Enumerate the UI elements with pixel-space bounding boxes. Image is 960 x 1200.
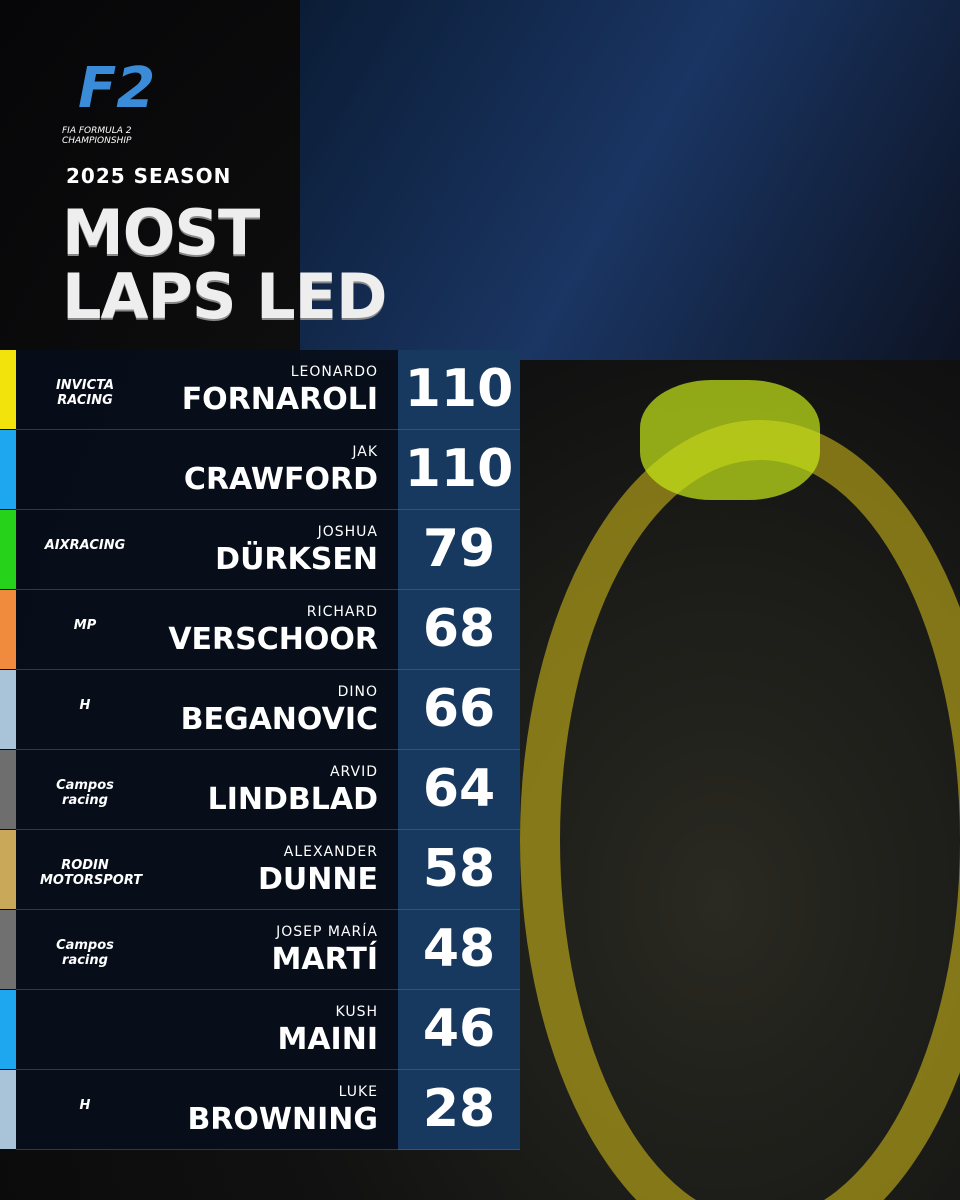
- first-name: DINO: [337, 684, 378, 700]
- first-name: ALEXANDER: [283, 844, 378, 860]
- table-row: Campos racing ARVID LINDBLAD 64: [0, 750, 520, 830]
- first-name: LEONARDO: [290, 364, 378, 380]
- first-name: LUKE: [338, 1084, 378, 1100]
- team-color-stripe: [0, 590, 16, 669]
- team-logo: Campos racing: [56, 938, 114, 968]
- team-color-stripe: [0, 990, 16, 1069]
- background: [520, 420, 960, 1200]
- team-color-stripe: [0, 430, 16, 509]
- laps-led: 68: [398, 590, 520, 670]
- last-name: VERSCHOOR: [168, 622, 378, 657]
- team-logo: H: [79, 698, 91, 713]
- last-name: MARTÍ: [271, 942, 378, 977]
- first-name: ARVID: [329, 764, 378, 780]
- table-row: AIXRACING JOSHUA DÜRKSEN 79: [0, 510, 520, 590]
- team-color-stripe: [0, 1070, 16, 1149]
- driver-panel: [16, 350, 398, 430]
- laps-led: 48: [398, 910, 520, 990]
- last-name: FORNAROLI: [181, 382, 378, 417]
- driver-panel: [16, 910, 398, 990]
- team-color-stripe: [0, 750, 16, 829]
- laps-led: 66: [398, 670, 520, 750]
- team-color-stripe: [0, 670, 16, 749]
- first-name: JOSHUA: [317, 524, 378, 540]
- driver-panel: [16, 670, 398, 750]
- first-name: JAK: [352, 444, 378, 460]
- table-row: JAK CRAWFORD 110: [0, 430, 520, 510]
- team-color-stripe: [0, 350, 16, 429]
- team-logo: Campos racing: [56, 778, 114, 808]
- logo-subtitle: FIA FORMULA 2 CHAMPIONSHIP: [62, 126, 132, 146]
- table-row: RODIN MOTORSPORT ALEXANDER DUNNE 58: [0, 830, 520, 910]
- team-logo: H: [79, 1098, 91, 1113]
- laps-led: 58: [398, 830, 520, 910]
- driver-panel: [16, 750, 398, 830]
- laps-led: 110: [398, 350, 520, 430]
- last-name: BROWNING: [187, 1102, 378, 1137]
- table-row: Campos racing JOSEP MARÍA MARTÍ 48: [0, 910, 520, 990]
- team-logo: AIXRACING: [44, 538, 126, 553]
- team-logo: INVICTA RACING: [55, 378, 115, 408]
- last-name: BEGANOVIC: [180, 702, 378, 737]
- team-logo: RODIN MOTORSPORT: [40, 858, 143, 888]
- last-name: DÜRKSEN: [215, 542, 378, 577]
- first-name: JOSEP MARÍA: [276, 924, 378, 940]
- laps-led: 28: [398, 1070, 520, 1150]
- table-row: H DINO BEGANOVIC 66: [0, 670, 520, 750]
- last-name: DUNNE: [258, 862, 378, 897]
- laps-led: 46: [398, 990, 520, 1070]
- last-name: LINDBLAD: [207, 782, 378, 817]
- laps-led: 79: [398, 510, 520, 590]
- driver-panel: [16, 430, 398, 510]
- driver-panel: [16, 1070, 398, 1150]
- table-row: H LUKE BROWNING 28: [0, 1070, 520, 1150]
- team-color-stripe: [0, 910, 16, 989]
- last-name: CRAWFORD: [183, 462, 378, 497]
- last-name: MAINI: [277, 1022, 378, 1057]
- title: MOST: [62, 196, 260, 269]
- table-row: MP RICHARD VERSCHOOR 68: [0, 590, 520, 670]
- driver-panel: [16, 510, 398, 590]
- laps-led: 64: [398, 750, 520, 830]
- season: 2025 SEASON: [66, 164, 232, 188]
- laps-led: 110: [398, 430, 520, 510]
- background: [640, 380, 820, 500]
- first-name: KUSH: [335, 1004, 378, 1020]
- team-color-stripe: [0, 510, 16, 589]
- table-row: INVICTA RACING LEONARDO FORNAROLI 110: [0, 350, 520, 430]
- driver-panel: [16, 590, 398, 670]
- team-color-stripe: [0, 830, 16, 909]
- driver-panel: [16, 990, 398, 1070]
- team-logo: MP: [73, 618, 97, 633]
- background: [300, 0, 960, 360]
- table-row: KUSH MAINI 46: [0, 990, 520, 1070]
- first-name: RICHARD: [306, 604, 378, 620]
- logo: F2: [78, 56, 156, 121]
- driver-panel: [16, 830, 398, 910]
- title: LAPS LED: [62, 260, 387, 333]
